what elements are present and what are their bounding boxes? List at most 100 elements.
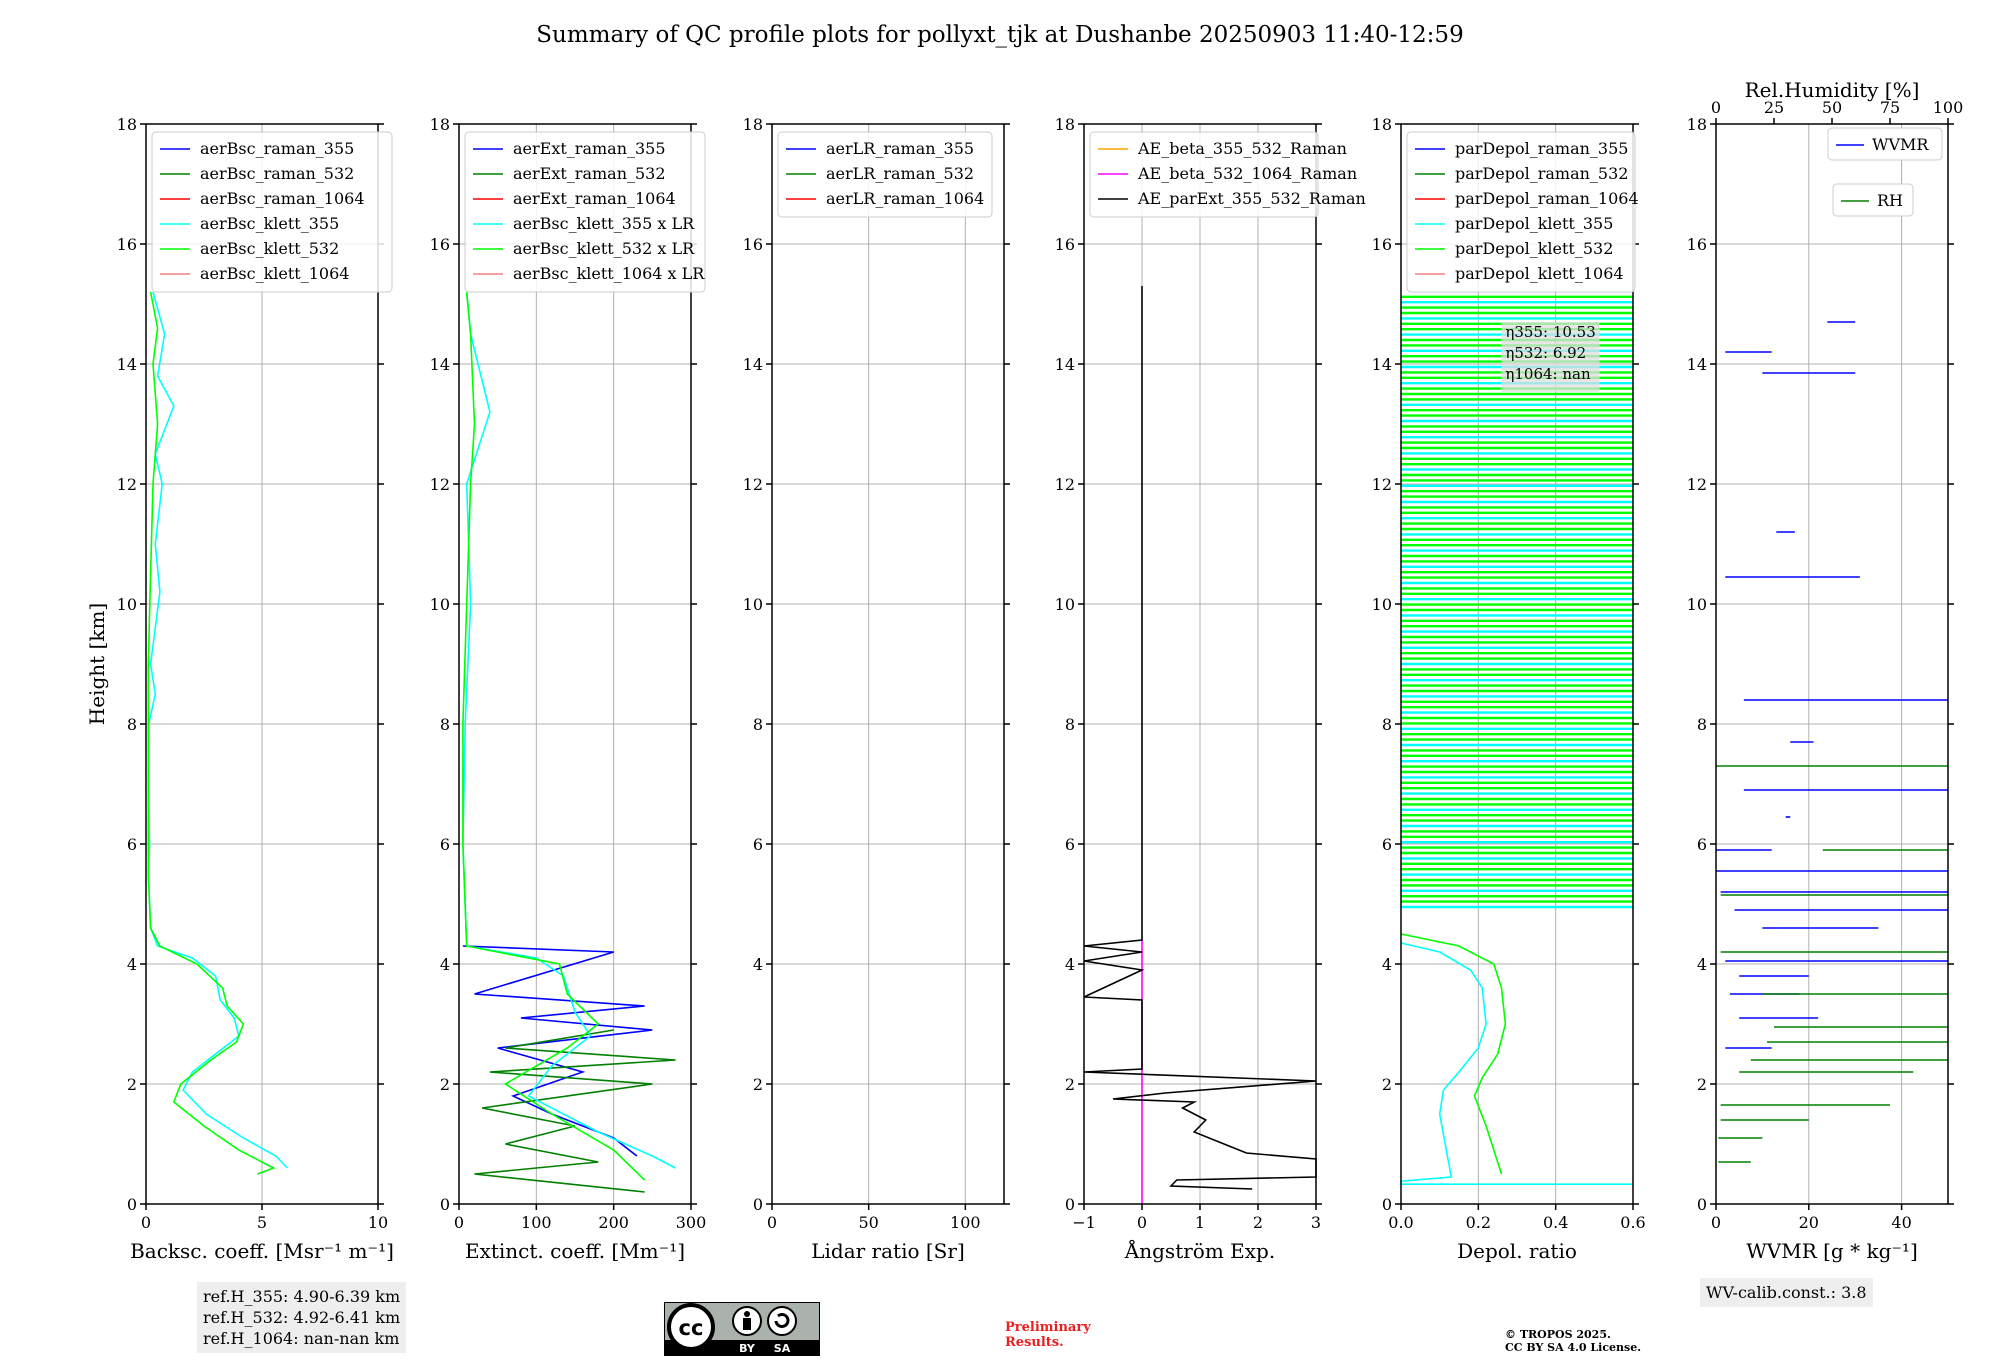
extinction-ytick-label: 14: [430, 355, 450, 374]
water_vapor-xtick-label: 40: [1891, 1213, 1911, 1232]
rh-top-tick-label: 25: [1764, 98, 1784, 117]
depolarization-ytick-label: 0: [1382, 1195, 1392, 1214]
reference-height-box: ref.H_355: 4.90-6.39 km ref.H_532: 4.92-…: [197, 1282, 407, 1353]
angstrom-legend-entry: AE_parExt_355_532_Raman: [1137, 189, 1366, 208]
cc-logo-text: cc: [679, 1316, 704, 1340]
rh-top-tick-label: 0: [1711, 98, 1721, 117]
eta-label: η355: 10.53: [1505, 323, 1595, 341]
sa-arrow-icon: [774, 1313, 790, 1328]
depolarization-series-parDepol_klett_355: [1400, 942, 1633, 1185]
lidar_ratio-ytick-label: 0: [753, 1195, 763, 1214]
extinction-legend-entry: aerBsc_klett_1064 x LR: [513, 264, 705, 283]
depolarization-series-parDepol_klett_532: [1400, 933, 1507, 1175]
wv-calibration-box: WV-calib.const.: 3.8: [1700, 1278, 1873, 1307]
backscatter-ytick-label: 14: [117, 355, 137, 374]
backscatter-series-aerBsc_klett_355: [147, 291, 289, 1169]
lidar_ratio-xtick-label: 50: [858, 1213, 878, 1232]
extinction-ytick-label: 2: [440, 1075, 450, 1094]
depolarization-axes-frame: [1400, 123, 1634, 1205]
backscatter-ytick-label: 16: [117, 235, 137, 254]
extinction-legend-entry: aerExt_raman_1064: [513, 189, 676, 208]
backscatter-ytick-label: 4: [127, 955, 137, 974]
lidar_ratio-ytick-label: 2: [753, 1075, 763, 1094]
extinction-ytick-label: 12: [430, 475, 450, 494]
depolarization-ytick-label: 16: [1372, 235, 1392, 254]
angstrom-ytick-label: 2: [1065, 1075, 1075, 1094]
lidar_ratio-ytick-label: 4: [753, 955, 763, 974]
extinction-ytick-label: 16: [430, 235, 450, 254]
sa-label: SA: [774, 1342, 791, 1355]
lidar_ratio-axes-frame: [771, 123, 1005, 1205]
depolarization-legend-entry: parDepol_raman_355: [1455, 139, 1628, 158]
extinction-legend-entry: aerExt_raman_355: [513, 139, 666, 158]
depolarization-legend-entry: parDepol_raman_532: [1455, 164, 1628, 183]
backscatter-legend-entry: aerBsc_raman_1064: [200, 189, 365, 208]
extinction-ytick-label: 6: [440, 835, 450, 854]
eta-label: η532: 6.92: [1505, 344, 1586, 362]
backscatter-ytick-label: 2: [127, 1075, 137, 1094]
preliminary-line-2: Results.: [1005, 1335, 1064, 1350]
depolarization-xtick-label: 0.0: [1388, 1213, 1413, 1232]
extinction-xtick-label: 100: [521, 1213, 552, 1232]
angstrom-ytick-label: 14: [1055, 355, 1075, 374]
angstrom-xtick-label: 3: [1311, 1213, 1321, 1232]
water_vapor-ytick-label: 12: [1687, 475, 1707, 494]
extinction-legend-box: [464, 131, 706, 293]
extinction-series-aerBsc_klett_355 x LR: [462, 291, 676, 1169]
rh-top-tick-label: 100: [1933, 98, 1964, 117]
angstrom-ytick-label: 12: [1055, 475, 1075, 494]
rh-top-axis-label: Rel.Humidity [%]: [1745, 78, 1920, 102]
angstrom-ytick-label: 16: [1055, 235, 1075, 254]
backscatter-legend-entry: aerBsc_klett_532: [200, 239, 339, 258]
rh-top-tick-label: 75: [1880, 98, 1900, 117]
backscatter-legend-entry: aerBsc_klett_355: [200, 214, 339, 233]
angstrom-ytick-label: 18: [1055, 115, 1075, 134]
backscatter-legend-box: [151, 131, 393, 293]
cc-license-badge: cc BY SA: [664, 1302, 820, 1356]
copyright-note: © TROPOS 2025. CC BY SA 4.0 License.: [1505, 1328, 1641, 1354]
water_vapor-ytick-label: 10: [1687, 595, 1707, 614]
depolarization-ytick-label: 4: [1382, 955, 1392, 974]
extinction-xtick-label: 200: [598, 1213, 629, 1232]
water_vapor-x-axis-label: WVMR [g * kg⁻¹]: [1746, 1239, 1918, 1263]
backscatter-axes-frame: [145, 123, 379, 1205]
lidar_ratio-x-axis-label: Lidar ratio [Sr]: [811, 1239, 965, 1263]
extinction-ytick-label: 18: [430, 115, 450, 134]
depolarization-ytick-label: 6: [1382, 835, 1392, 854]
lidar_ratio-legend-entry: aerLR_raman_1064: [826, 189, 984, 208]
ref-height-1064: ref.H_1064: nan-nan km: [203, 1329, 400, 1348]
water_vapor-xtick-label: 0: [1711, 1213, 1721, 1232]
water_vapor-xtick-label: 20: [1799, 1213, 1819, 1232]
angstrom-legend-box: [1089, 131, 1319, 218]
lidar_ratio-ytick-label: 12: [743, 475, 763, 494]
angstrom-ytick-label: 6: [1065, 835, 1075, 854]
lidar_ratio-ytick-label: 16: [743, 235, 763, 254]
wv-legend-box: [1832, 183, 1914, 217]
extinction-xtick-label: 0: [454, 1213, 464, 1232]
lidar_ratio-legend-entry: aerLR_raman_355: [826, 139, 974, 158]
backscatter-series-aerBsc_klett_532: [147, 291, 276, 1175]
extinction-axes-frame: [458, 123, 692, 1205]
depolarization-ytick-label: 14: [1372, 355, 1392, 374]
angstrom-ytick-label: 10: [1055, 595, 1075, 614]
angstrom-xtick-label: 1: [1195, 1213, 1205, 1232]
depolarization-xtick-label: 0.4: [1543, 1213, 1568, 1232]
depolarization-ytick-label: 12: [1372, 475, 1392, 494]
lidar_ratio-xtick-label: 100: [950, 1213, 981, 1232]
backscatter-ytick-label: 10: [117, 595, 137, 614]
extinction-legend-entry: aerExt_raman_532: [513, 164, 666, 183]
backscatter-ytick-label: 8: [127, 715, 137, 734]
wv-legend-entry: WVMR: [1872, 135, 1929, 154]
water_vapor-ytick-label: 6: [1697, 835, 1707, 854]
depolarization-legend-box: [1406, 131, 1636, 293]
extinction-legend-entry: aerBsc_klett_532 x LR: [513, 239, 695, 258]
lidar_ratio-legend-box: [777, 131, 993, 218]
extinction-series-aerExt_raman_532: [474, 1029, 676, 1193]
sa-share-icon: [767, 1306, 797, 1336]
angstrom-legend-entry: AE_beta_355_532_Raman: [1137, 139, 1347, 158]
backscatter-legend-entry: aerBsc_klett_1064: [200, 264, 349, 283]
by-person-head: [744, 1311, 750, 1317]
extinction-legend-entry: aerBsc_klett_355 x LR: [513, 214, 695, 233]
copyright-line-2: CC BY SA 4.0 License.: [1505, 1341, 1642, 1354]
